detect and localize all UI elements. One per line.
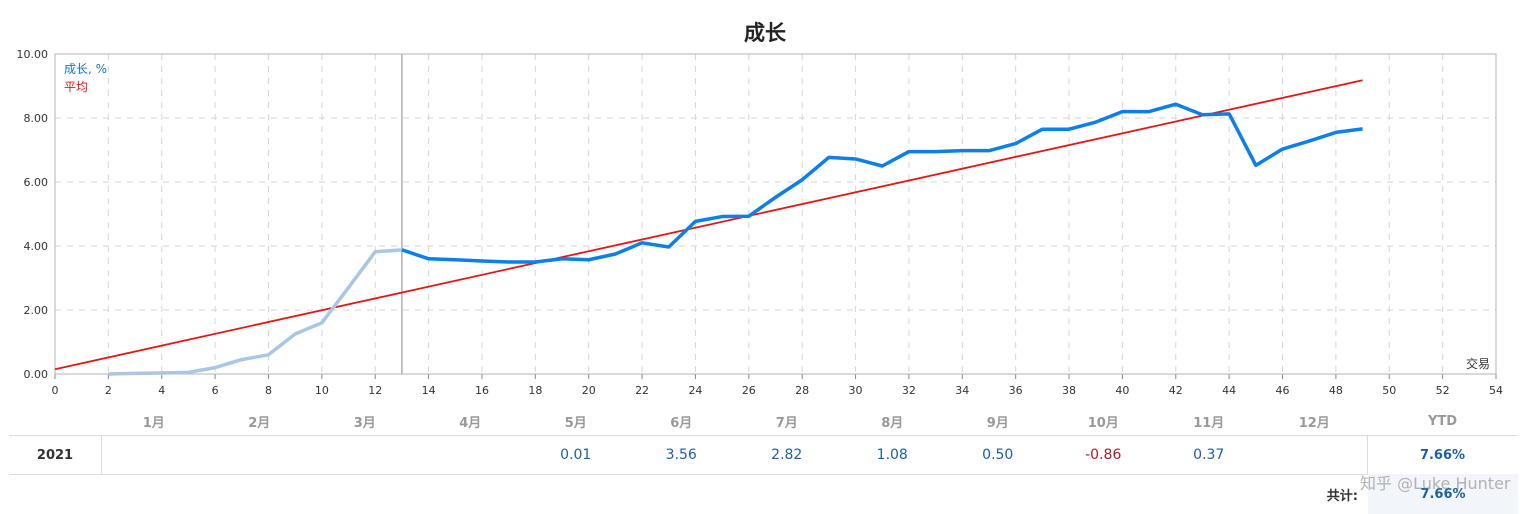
month-header: 3月 — [353, 416, 376, 431]
month-value: 0.01 — [560, 447, 592, 463]
month-header: 7月 — [775, 416, 798, 431]
x-tick-label: 26 — [742, 384, 756, 397]
legend-average: 平均 — [64, 80, 88, 94]
month-header: 12月 — [1298, 416, 1330, 431]
y-tick-label: 4.00 — [24, 240, 49, 253]
watermark: 知乎 @Luke Hunter — [1360, 474, 1511, 493]
x-tick-label: 10 — [315, 384, 329, 397]
x-tick-label: 32 — [902, 384, 916, 397]
x-tick-label: 20 — [582, 384, 596, 397]
month-value — [101, 436, 207, 474]
y-tick-label: 8.00 — [24, 112, 49, 125]
x-tick-label: 22 — [635, 384, 649, 397]
month-header-row: YTD 1月 2月 3月 4月 5月 6月 7月 8月 9月 10月 11月 12月 — [9, 408, 1518, 435]
x-tick-label: 46 — [1276, 384, 1290, 397]
chart-series — [54, 79, 1363, 376]
x-tick-label: 34 — [955, 384, 969, 397]
x-tick-label: 8 — [265, 384, 272, 397]
y-tick-label: 6.00 — [24, 176, 49, 189]
x-tick-label: 44 — [1222, 384, 1236, 397]
month-value: 3.56 — [665, 447, 697, 463]
x-tick-label: 14 — [422, 384, 436, 397]
month-value: -0.86 — [1085, 447, 1122, 463]
month-header: 1月 — [142, 416, 165, 431]
x-tick-label: 48 — [1329, 384, 1343, 397]
x-axis-label: 交易 — [1466, 356, 1490, 371]
x-tick-label: 50 — [1382, 384, 1396, 397]
year-row-2021: 2021 7.66% 0.01 3.56 2.82 1.08 0.50 -0.86 0.37 — [9, 435, 1518, 475]
x-tick-label: 52 — [1436, 384, 1450, 397]
chart-title: 成长 — [744, 21, 787, 45]
month-header: 9月 — [986, 416, 1009, 431]
year-divider — [101, 436, 102, 474]
month-value — [418, 436, 524, 474]
month-header: 4月 — [459, 416, 482, 431]
monthly-returns-table: YTD 1月 2月 3月 4月 5月 6月 7月 8月 9月 10月 11月 12月 2021 7.6… — [9, 408, 1518, 514]
series-average-line — [54, 79, 1363, 371]
total-row: 共计: 7.66% — [9, 474, 1518, 514]
y-tick-label: 0.00 — [24, 368, 49, 381]
month-header: 2月 — [248, 416, 271, 431]
ytd-header: YTD — [1427, 414, 1458, 429]
month-value: 0.50 — [982, 447, 1014, 463]
x-tick-label: 4 — [158, 384, 165, 397]
year-label: 2021 — [36, 447, 74, 463]
x-tick-label: 0 — [52, 384, 59, 397]
total-label: 共计: — [1326, 488, 1358, 504]
month-header: 5月 — [564, 416, 587, 431]
total-value: 7.66% — [1368, 474, 1518, 514]
series-growth-line — [401, 102, 1363, 264]
x-tick-label: 38 — [1062, 384, 1076, 397]
month-value: 0.37 — [1193, 447, 1225, 463]
month-header: 8月 — [881, 416, 904, 431]
ytd-divider — [1367, 436, 1368, 474]
x-tick-label: 16 — [475, 384, 489, 397]
y-tick-label: 10.00 — [17, 48, 49, 61]
legend-growth: 成长, % — [64, 62, 107, 76]
x-tick-label: 40 — [1115, 384, 1129, 397]
x-tick-label: 24 — [688, 384, 702, 397]
x-tick-label: 42 — [1169, 384, 1183, 397]
month-value — [312, 436, 418, 474]
month-value: 1.08 — [876, 447, 908, 463]
x-tick-label: 12 — [368, 384, 382, 397]
x-tick-label: 6 — [212, 384, 219, 397]
y-tick-label: 2.00 — [24, 304, 49, 317]
x-tick-label: 28 — [795, 384, 809, 397]
x-tick-label: 36 — [1009, 384, 1023, 397]
month-value: 2.82 — [771, 447, 803, 463]
ytd-value: 7.66% — [1419, 447, 1466, 463]
plot-frame — [54, 53, 1497, 375]
month-header: 6月 — [670, 416, 693, 431]
month-header: 11月 — [1193, 416, 1225, 431]
x-tick-label: 30 — [849, 384, 863, 397]
x-tick-label: 18 — [528, 384, 542, 397]
chart-grid — [55, 54, 1496, 374]
x-tick-label: 2 — [105, 384, 112, 397]
month-header: 10月 — [1087, 416, 1119, 431]
x-tick-label: 54 — [1489, 384, 1503, 397]
month-value — [207, 436, 313, 474]
month-value — [1262, 436, 1368, 474]
series-growth-line-early — [108, 248, 403, 376]
